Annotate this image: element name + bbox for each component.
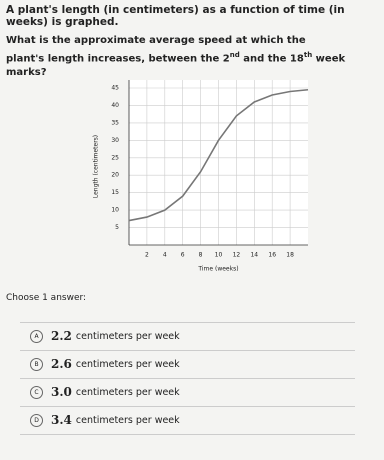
separator (20, 378, 355, 379)
chart: 5 10 15 20 25 30 35 40 45 2 4 6 8 10 12 14 16 18 Time (wee… (93, 80, 309, 273)
y-tick-label: 30 (111, 137, 119, 144)
choice-letter: B (30, 357, 43, 371)
curve (128, 88, 309, 222)
x-tick-label: 14 (250, 252, 258, 259)
prompt-text: 18 (289, 53, 304, 65)
choice-unit: centimeters per week (75, 358, 180, 370)
choice[interactable]: A 2.2 centimeters per week (30, 325, 180, 347)
choice-value: 3.0 (51, 385, 72, 399)
separator (20, 322, 355, 323)
prompt-text: What is the approximate average speed at… (6, 35, 306, 65)
separator (20, 350, 355, 351)
x-tick-label: 12 (233, 252, 241, 259)
y-tick-label: 15 (111, 189, 119, 196)
choice[interactable]: B 2.6 centimeters per week (30, 353, 180, 375)
separator (20, 434, 355, 435)
choice[interactable]: C 3.0 centimeters per week (30, 381, 180, 403)
choice-unit: centimeters per week (75, 330, 180, 342)
prompt: What is the approximate average speed at… (6, 34, 346, 80)
x-tick-label: 2 (145, 252, 149, 259)
x-tick-label: 8 (199, 252, 203, 259)
y-tick-label: 5 (115, 224, 119, 231)
prompt-text: week marks? (6, 53, 346, 79)
choice-value: 2.6 (51, 357, 72, 371)
intro: A plant's length (in centimeters) as a f… (6, 4, 345, 28)
prompt-text: and the (239, 53, 290, 65)
x-tick-label: 10 (215, 252, 223, 259)
x-axis-label: Time (weeks) (197, 266, 238, 273)
x-tick-label: 16 (268, 252, 276, 259)
choice[interactable]: D 3.4 centimeters per week (30, 409, 180, 431)
prompt-text: 2 (222, 53, 230, 65)
choice-letter: A (30, 329, 43, 343)
x-tick-label: 4 (163, 252, 167, 259)
y-tick-label: 25 (111, 154, 119, 161)
x-tick-label: 6 (181, 252, 185, 259)
choice-unit: centimeters per week (75, 386, 180, 398)
y-axis-label: Length (centimeters) (93, 135, 100, 198)
y-tick-label: 10 (111, 207, 119, 214)
choice-unit: centimeters per week (75, 414, 180, 426)
separator (20, 406, 355, 407)
y-tick-label: 45 (111, 85, 119, 92)
superscript: nd (229, 51, 240, 59)
superscript: th (303, 51, 313, 59)
y-tick-label: 40 (111, 102, 119, 109)
x-tick-label: 18 (286, 252, 294, 259)
choice-value: 2.2 (51, 329, 72, 343)
instruction: Choose 1 answer: (6, 293, 87, 303)
y-tick-label: 35 (111, 119, 119, 126)
choice-letter: D (30, 413, 43, 427)
choice-value: 3.4 (51, 413, 72, 427)
y-tick-label: 20 (111, 172, 119, 179)
choice-letter: C (30, 385, 43, 399)
